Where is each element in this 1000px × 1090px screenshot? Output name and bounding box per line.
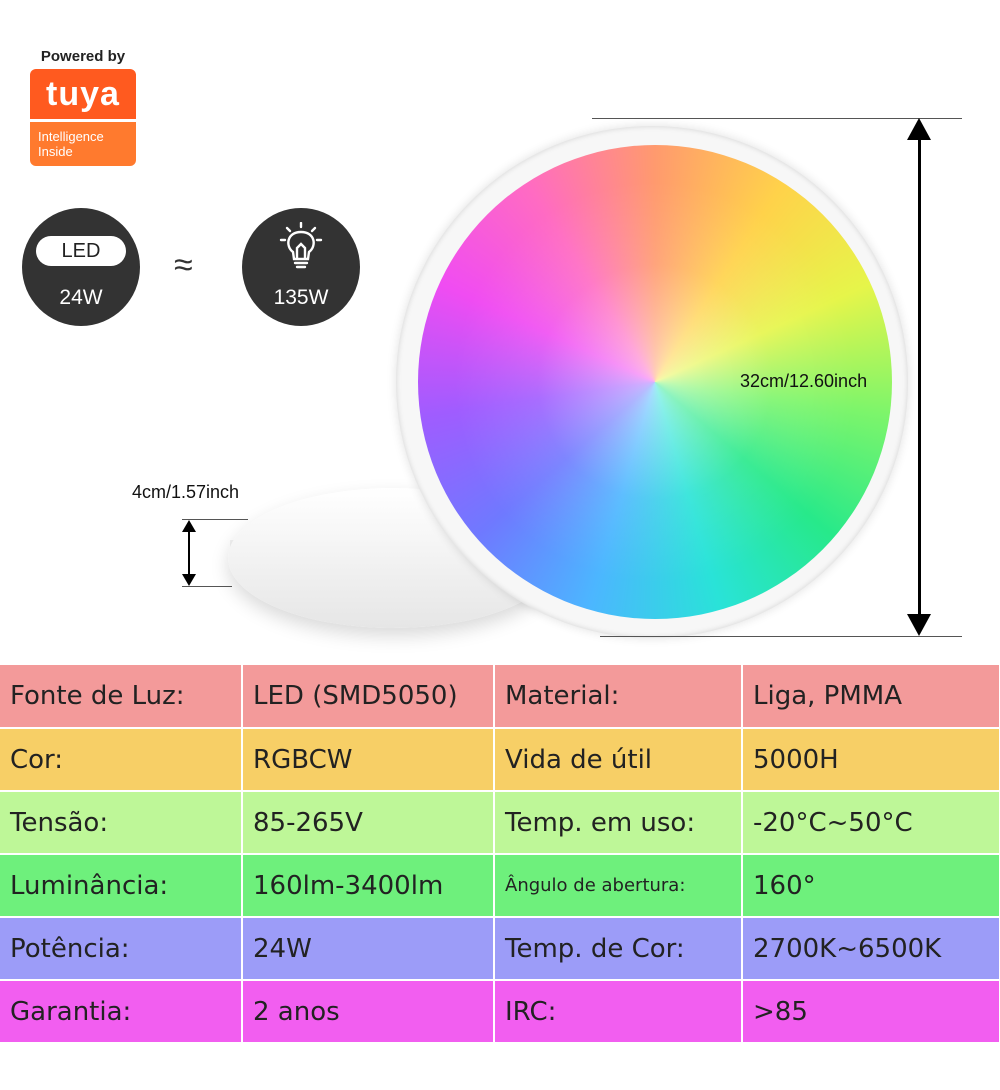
spec-value: 24W [242,917,495,981]
led-badge: LED 24W [22,208,140,326]
height-line [188,528,190,578]
diameter-label: 32cm/12.60inch [740,371,868,391]
height-top-guide [182,519,248,520]
diameter-top-guide [592,118,962,119]
spec-value: Liga, PMMA [742,665,1000,729]
lightbulb-icon [279,222,323,269]
spec-value: 160° [742,854,1000,918]
spec-row: Tensão: 85-265V Temp. em uso: -20°C~50°C [0,791,1000,855]
spec-value: RGBCW [242,728,495,792]
spec-value: -20°C~50°C [742,791,1000,855]
spec-value: 5000H [742,728,1000,792]
spec-label: Potência: [0,917,243,981]
diameter-arrow-down-icon [907,614,931,636]
spec-label: Garantia: [0,980,243,1044]
spec-label: Luminância: [0,854,243,918]
spec-row: Garantia: 2 anos IRC: >85 [0,980,1000,1044]
spec-value: 2700K~6500K [742,917,1000,981]
spec-label: Cor: [0,728,243,792]
spec-value: LED (SMD5050) [242,665,495,729]
height-arrow-down-icon [182,574,196,586]
spec-label: Tensão: [0,791,243,855]
led-watts: 24W [59,286,103,309]
led-label: LED [36,236,126,266]
lamp-rgb-panel [418,145,892,619]
spec-value: 85-265V [242,791,495,855]
diameter-arrow-up-icon [907,118,931,140]
powered-by-text: Powered by [40,48,126,65]
spec-table: Fonte de Luz: LED (SMD5050) Material: Li… [0,665,1000,1044]
approx-symbol: ≈ [174,246,193,284]
product-image-area: Powered by tuya Intelligence Inside LED … [22,48,962,638]
tuya-tagline: Intelligence Inside [30,122,136,166]
spec-row: Potência: 24W Temp. de Cor: 2700K~6500K [0,917,1000,981]
spec-label: Fonte de Luz: [0,665,243,729]
spec-label: Ângulo de abertura: [494,854,743,918]
bulb-badge: 135W [242,208,360,326]
spec-row: Luminância: 160lm-3400lm Ângulo de abert… [0,854,1000,918]
spec-label: Temp. de Cor: [494,917,743,981]
spec-label: Vida de útil [494,728,743,792]
spec-row: Cor: RGBCW Vida de útil 5000H [0,728,1000,792]
height-label: 4cm/1.57inch [132,482,240,502]
tagline-line-1: Intelligence [38,129,104,144]
spec-value: 2 anos [242,980,495,1044]
diameter-line [918,130,921,626]
bulb-watts: 135W [273,286,329,309]
spec-value: 160lm-3400lm [242,854,495,918]
tuya-logo: Powered by tuya Intelligence Inside [30,48,136,166]
spec-value: >85 [742,980,1000,1044]
tuya-brand: tuya [30,69,136,119]
diameter-bottom-guide [600,636,962,637]
tagline-line-2: Inside [38,144,73,159]
spec-label: Temp. em uso: [494,791,743,855]
height-arrow-up-icon [182,520,196,532]
height-bottom-guide [182,586,232,587]
spec-label: IRC: [494,980,743,1044]
spec-row: Fonte de Luz: LED (SMD5050) Material: Li… [0,665,1000,729]
spec-label: Material: [494,665,743,729]
